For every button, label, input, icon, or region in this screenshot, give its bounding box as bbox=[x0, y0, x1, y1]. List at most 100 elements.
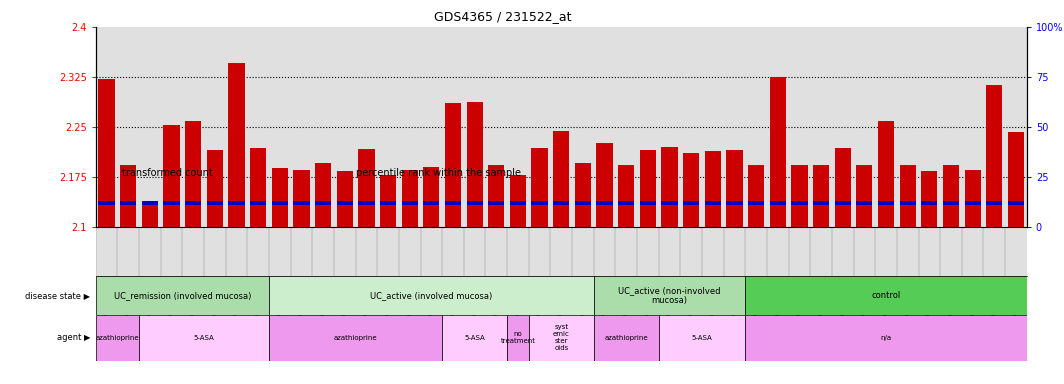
Bar bbox=[727, 200, 743, 205]
Bar bbox=[510, 200, 526, 205]
Text: 5-ASA: 5-ASA bbox=[692, 335, 713, 341]
Bar bbox=[443, 315, 508, 361]
Bar bbox=[164, 125, 180, 227]
Bar bbox=[401, 200, 418, 205]
Bar bbox=[575, 163, 591, 227]
Bar bbox=[899, 165, 916, 227]
Bar bbox=[683, 200, 699, 205]
Text: azathioprine: azathioprine bbox=[334, 335, 378, 341]
Bar bbox=[250, 148, 266, 227]
Bar bbox=[466, 200, 483, 205]
Bar bbox=[269, 276, 594, 315]
Bar bbox=[921, 200, 937, 205]
Text: no
treatment: no treatment bbox=[500, 331, 535, 344]
Bar bbox=[834, 148, 851, 227]
Bar bbox=[532, 148, 548, 227]
Bar bbox=[164, 200, 180, 205]
Bar bbox=[529, 315, 594, 361]
Bar bbox=[142, 200, 159, 205]
Bar bbox=[662, 200, 678, 205]
Bar bbox=[206, 200, 223, 205]
Bar bbox=[466, 102, 483, 227]
Bar bbox=[99, 200, 115, 205]
Text: UC_active (involved mucosa): UC_active (involved mucosa) bbox=[370, 291, 493, 300]
Bar bbox=[336, 171, 353, 227]
Bar bbox=[380, 200, 396, 205]
Text: UC_remission (involved mucosa): UC_remission (involved mucosa) bbox=[114, 291, 251, 300]
Bar bbox=[594, 315, 659, 361]
Bar bbox=[315, 163, 331, 227]
Bar bbox=[340, 58, 353, 250]
Bar bbox=[271, 200, 288, 205]
Bar bbox=[359, 149, 375, 227]
Bar bbox=[488, 200, 504, 205]
Bar bbox=[594, 276, 745, 315]
Bar bbox=[1008, 132, 1024, 227]
Text: 5-ASA: 5-ASA bbox=[194, 335, 214, 341]
Bar bbox=[315, 200, 331, 205]
Bar bbox=[120, 165, 136, 227]
Bar bbox=[185, 200, 201, 205]
Bar bbox=[748, 200, 764, 205]
Text: GDS4365 / 231522_at: GDS4365 / 231522_at bbox=[434, 10, 571, 23]
Bar bbox=[120, 200, 136, 205]
Bar bbox=[553, 200, 569, 205]
Bar bbox=[792, 165, 808, 227]
Bar bbox=[106, 58, 119, 250]
Bar bbox=[745, 315, 1027, 361]
Bar bbox=[899, 200, 916, 205]
Bar bbox=[618, 165, 634, 227]
Text: azathioprine: azathioprine bbox=[604, 335, 648, 341]
Bar bbox=[921, 171, 937, 227]
Bar bbox=[1008, 200, 1024, 205]
Bar bbox=[99, 79, 115, 227]
Bar bbox=[659, 315, 745, 361]
Bar bbox=[745, 276, 1027, 315]
Bar bbox=[792, 200, 808, 205]
Bar bbox=[986, 85, 1002, 227]
Bar bbox=[139, 315, 269, 361]
Bar bbox=[813, 166, 829, 227]
Bar bbox=[662, 147, 678, 227]
Bar bbox=[401, 170, 418, 227]
Bar bbox=[769, 77, 786, 227]
Bar bbox=[336, 200, 353, 205]
Bar bbox=[359, 200, 375, 205]
Bar bbox=[878, 121, 894, 227]
Text: n/a: n/a bbox=[881, 335, 892, 341]
Bar bbox=[597, 143, 613, 227]
Bar bbox=[575, 200, 591, 205]
Bar bbox=[423, 200, 439, 205]
Text: agent ▶: agent ▶ bbox=[57, 333, 90, 343]
Bar bbox=[271, 168, 288, 227]
Bar bbox=[508, 315, 529, 361]
Bar bbox=[748, 165, 764, 227]
Bar bbox=[142, 205, 159, 227]
Text: syst
emic
ster
oids: syst emic ster oids bbox=[553, 324, 569, 351]
Bar bbox=[423, 167, 439, 227]
Bar bbox=[857, 165, 872, 227]
Bar bbox=[618, 200, 634, 205]
Text: transformed count: transformed count bbox=[122, 168, 213, 178]
Bar bbox=[704, 151, 721, 227]
Bar bbox=[488, 165, 504, 227]
Bar bbox=[269, 315, 443, 361]
Bar bbox=[727, 150, 743, 227]
Bar bbox=[834, 200, 851, 205]
Bar bbox=[294, 200, 310, 205]
Bar bbox=[96, 315, 139, 361]
Bar bbox=[683, 153, 699, 227]
Bar bbox=[229, 200, 245, 205]
Bar bbox=[639, 200, 656, 205]
Bar bbox=[639, 150, 656, 227]
Bar bbox=[294, 170, 310, 227]
Bar bbox=[445, 103, 461, 227]
Bar bbox=[597, 200, 613, 205]
Text: 5-ASA: 5-ASA bbox=[464, 335, 485, 341]
Bar bbox=[964, 200, 981, 205]
Bar bbox=[986, 200, 1002, 205]
Bar bbox=[445, 200, 461, 205]
Bar bbox=[857, 200, 872, 205]
Bar bbox=[964, 170, 981, 227]
Bar bbox=[532, 200, 548, 205]
